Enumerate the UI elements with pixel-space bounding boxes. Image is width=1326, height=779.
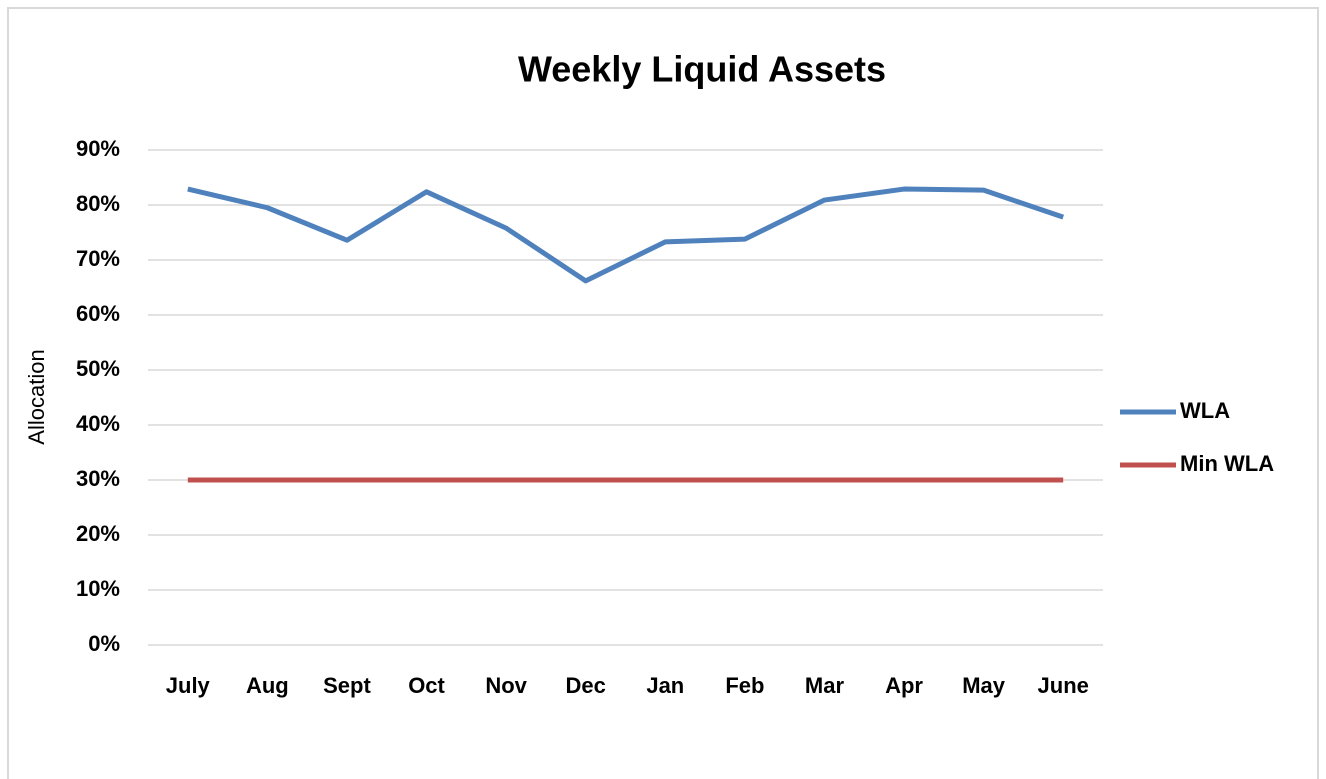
x-tick-label: Feb — [725, 673, 764, 698]
y-tick-label: 0% — [88, 631, 120, 656]
y-tick-label: 30% — [76, 466, 120, 491]
x-tick-label: Aug — [246, 673, 289, 698]
x-tick-label: Oct — [408, 673, 445, 698]
x-tick-label: Apr — [885, 673, 923, 698]
x-tick-label: Jan — [646, 673, 684, 698]
legend-label: WLA — [1180, 398, 1230, 423]
x-tick-label: Nov — [485, 673, 527, 698]
y-tick-label: 40% — [76, 411, 120, 436]
x-tick-label: June — [1038, 673, 1089, 698]
legend-label: Min WLA — [1180, 451, 1274, 476]
chart-title: Weekly Liquid Assets — [518, 49, 886, 90]
x-tick-label: Mar — [805, 673, 845, 698]
y-tick-label: 80% — [76, 191, 120, 216]
x-tick-label: Dec — [566, 673, 606, 698]
y-tick-label: 90% — [76, 136, 120, 161]
chart-frame — [7, 7, 1319, 779]
x-tick-label: July — [166, 673, 211, 698]
data-line — [187, 186, 1065, 284]
x-tick-label: May — [962, 673, 1006, 698]
y-tick-label: 60% — [76, 301, 120, 326]
y-tick-label: 20% — [76, 521, 120, 546]
y-axis-label: Allocation — [24, 349, 49, 444]
y-tick-label: 50% — [76, 356, 120, 381]
x-tick-label: Sept — [323, 673, 371, 698]
y-tick-label: 70% — [76, 246, 120, 271]
y-tick-label: 10% — [76, 576, 120, 601]
